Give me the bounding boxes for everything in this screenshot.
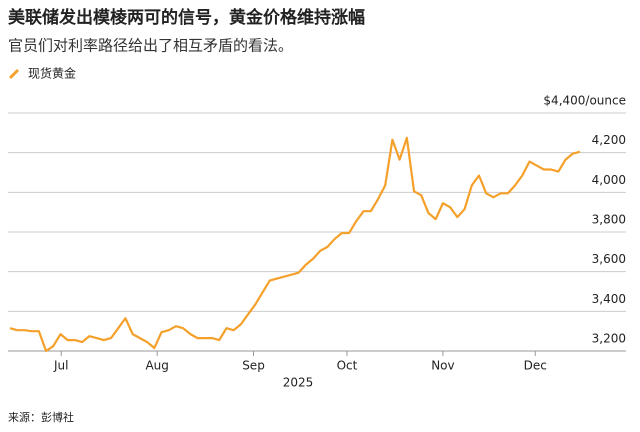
x-tick-label: Dec [524, 359, 547, 373]
x-axis-label: 2025 [283, 376, 314, 390]
legend-swatch [8, 68, 20, 80]
x-tick-label: Jul [53, 359, 68, 373]
x-tick-label: Nov [431, 359, 454, 373]
y-tick-label: 3,600 [592, 252, 626, 266]
x-tick-label: Sep [242, 359, 265, 373]
y-tick-label: 3,800 [592, 213, 626, 227]
line [9, 136, 581, 353]
y-tick-label: 3,400 [592, 292, 626, 306]
y-tick-label: 3,200 [592, 332, 626, 346]
x-tick-label: Oct [337, 359, 358, 373]
legend-label: 现货黄金 [28, 66, 76, 81]
y-tick-label: $4,400/ounce [543, 94, 626, 108]
source: 来源：彭博社 [8, 410, 74, 424]
chart-title: 美联储发出模棱两可的信号，黄金价格维持涨幅 [8, 7, 365, 28]
y-tick-label: 4,000 [592, 173, 626, 187]
chart-subtitle: 官员们对利率路径给出了相互矛盾的看法。 [8, 37, 293, 55]
y-tick-label: 4,200 [592, 133, 626, 147]
x-tick-label: Aug [145, 359, 168, 373]
